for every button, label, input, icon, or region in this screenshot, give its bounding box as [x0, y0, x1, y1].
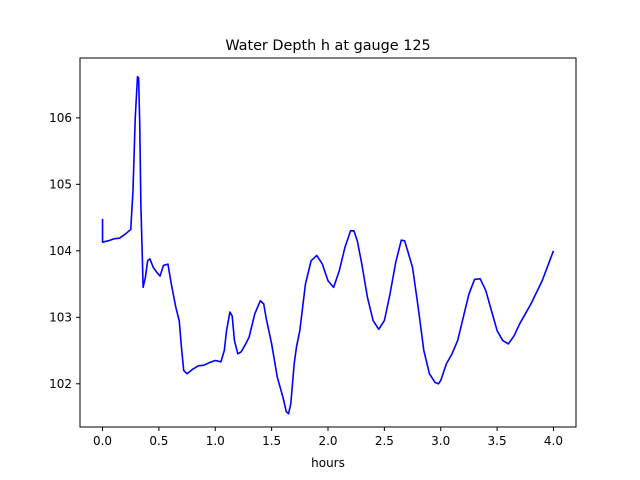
- x-tick-label: 0.5: [149, 434, 168, 448]
- y-tick-label: 105: [49, 177, 72, 191]
- y-tick-label: 104: [49, 244, 72, 258]
- x-tick-label: 3.5: [488, 434, 507, 448]
- y-axis-ticks: 102 103 104 105 106: [49, 111, 80, 391]
- x-tick-label: 2.5: [375, 434, 394, 448]
- x-tick-label: 3.0: [431, 434, 450, 448]
- y-tick-label: 102: [49, 377, 72, 391]
- series-layer: [101, 75, 555, 415]
- y-tick-label: 106: [49, 111, 72, 125]
- x-tick-label: 1.0: [206, 434, 225, 448]
- x-tick-label: 0.0: [93, 434, 112, 448]
- x-axis-label: hours: [311, 456, 345, 470]
- chart-title: Water Depth h at gauge 125: [225, 38, 430, 54]
- series-line-0: [101, 75, 555, 415]
- x-axis-ticks: 0.0 0.5 1.0 1.5 2.0 2.5 3.0 3.5 4.0: [93, 427, 563, 448]
- x-tick-label: 1.5: [262, 434, 281, 448]
- y-tick-label: 103: [49, 310, 72, 324]
- x-tick-label: 4.0: [544, 434, 563, 448]
- x-tick-label: 2.0: [318, 434, 337, 448]
